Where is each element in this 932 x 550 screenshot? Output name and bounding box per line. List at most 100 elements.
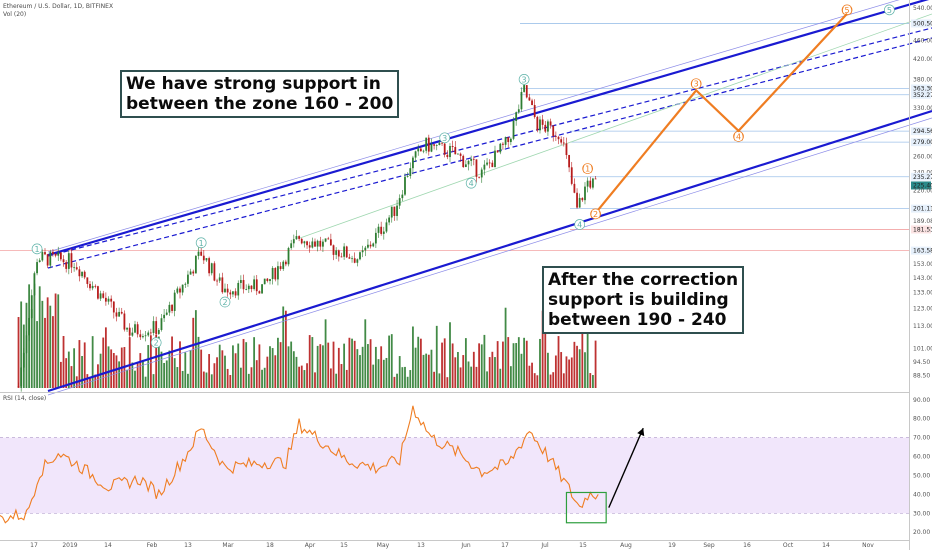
candle-body bbox=[552, 125, 555, 137]
candle-body bbox=[303, 241, 306, 244]
volume-bar bbox=[533, 373, 536, 388]
candle-body bbox=[65, 262, 68, 269]
rsi-band bbox=[0, 437, 909, 514]
candle-body bbox=[536, 116, 539, 131]
volume-bar bbox=[52, 316, 54, 388]
candle-body bbox=[208, 258, 211, 274]
volume-bar bbox=[504, 307, 507, 388]
wave-label: (1) bbox=[582, 165, 593, 174]
volume-bar bbox=[464, 338, 467, 388]
candle-body bbox=[525, 85, 528, 98]
candle-body bbox=[171, 304, 173, 311]
volume-bar bbox=[502, 341, 504, 388]
volume-bar bbox=[205, 372, 208, 388]
volume-bar bbox=[486, 371, 488, 388]
volume-bar bbox=[89, 377, 91, 388]
candle-body bbox=[549, 121, 552, 126]
candle-body bbox=[224, 288, 226, 293]
volume-bar bbox=[332, 341, 335, 388]
candle-body bbox=[308, 245, 311, 248]
volume-bar bbox=[171, 336, 173, 388]
outer-channel-line bbox=[47, 0, 900, 253]
wave-label: 1 bbox=[199, 239, 204, 248]
volume-bar bbox=[377, 359, 380, 388]
wave-marker bbox=[219, 296, 231, 308]
volume-bar bbox=[414, 347, 417, 388]
price-level-label: 294.56 bbox=[913, 128, 932, 135]
candle-body bbox=[311, 241, 314, 248]
candle-body bbox=[75, 267, 78, 270]
candle-body bbox=[374, 232, 377, 244]
candle-body bbox=[221, 277, 224, 293]
candle-body bbox=[520, 91, 523, 110]
volume-bar bbox=[284, 310, 287, 388]
volume-bar bbox=[189, 350, 192, 388]
projection-line bbox=[597, 12, 848, 211]
candle-body bbox=[449, 146, 451, 158]
volume-bar bbox=[470, 366, 473, 388]
volume-bar bbox=[224, 355, 226, 388]
correction-note-line: After the correction bbox=[548, 270, 739, 290]
volume-bar bbox=[62, 335, 65, 388]
candle-body bbox=[134, 324, 136, 333]
price-level-label: 279.00 bbox=[913, 139, 932, 146]
candle-body bbox=[290, 243, 293, 249]
volume-bar bbox=[239, 367, 242, 388]
candle-body bbox=[412, 157, 414, 169]
candle-body bbox=[36, 262, 38, 274]
volume-bar bbox=[94, 374, 97, 388]
price-tick-label: 220.00 bbox=[913, 187, 932, 194]
volume-bar bbox=[163, 362, 166, 388]
wave-label: (2) bbox=[590, 210, 601, 219]
candle-body bbox=[367, 244, 369, 248]
volume-bars bbox=[17, 283, 597, 388]
candle-body bbox=[28, 317, 31, 336]
candle-body bbox=[364, 247, 367, 251]
candle-body bbox=[67, 253, 70, 269]
volume-bar bbox=[258, 344, 261, 388]
candle-body bbox=[573, 183, 576, 193]
volume-bar bbox=[165, 360, 168, 388]
volume-bar bbox=[552, 372, 555, 388]
candle-body bbox=[107, 298, 110, 302]
candle-body bbox=[499, 143, 502, 153]
volume-bar bbox=[91, 336, 94, 388]
candle-body bbox=[194, 255, 197, 274]
volume-bar bbox=[388, 335, 391, 388]
volume-bar bbox=[483, 334, 486, 388]
candle-body bbox=[20, 367, 23, 387]
volume-bar bbox=[380, 346, 383, 388]
volume-bar bbox=[274, 355, 277, 388]
price-tick-label: 189.08 bbox=[913, 218, 932, 225]
time-axis: 17 2019 14 Feb 13 Mar 18 Apr 15 May 13 Jun 17 Jul 15 Au… bbox=[30, 542, 874, 549]
price-tick-label: 143.00 bbox=[913, 275, 932, 282]
volume-bar bbox=[118, 361, 121, 388]
time-tick-label: 17 bbox=[30, 542, 38, 549]
axis-border bbox=[0, 540, 909, 541]
volume-bar bbox=[152, 374, 155, 388]
candle-body bbox=[184, 283, 187, 285]
candle-body bbox=[396, 205, 398, 216]
volume-bar bbox=[49, 305, 52, 388]
volume-bar bbox=[449, 322, 451, 388]
volume-bar bbox=[425, 353, 428, 388]
dashed-trend-line bbox=[47, 37, 932, 269]
time-tick-label: 15 bbox=[340, 542, 348, 549]
volume-bar bbox=[237, 343, 240, 388]
candle-body bbox=[123, 313, 126, 330]
volume-bar bbox=[308, 335, 311, 388]
volume-bar bbox=[417, 336, 420, 388]
volume-bar bbox=[478, 343, 481, 388]
volume-bar bbox=[266, 356, 269, 388]
candle-body bbox=[562, 142, 565, 144]
volume-bar bbox=[213, 363, 216, 388]
rsi-label: RSI (14, close) bbox=[3, 395, 47, 402]
candle-body bbox=[441, 142, 443, 144]
candle-body bbox=[300, 238, 303, 244]
volume-bar bbox=[539, 338, 541, 388]
wave-marker bbox=[582, 163, 593, 174]
volume-bar bbox=[433, 371, 436, 388]
candle-body bbox=[200, 251, 203, 256]
candle-body bbox=[253, 279, 256, 290]
